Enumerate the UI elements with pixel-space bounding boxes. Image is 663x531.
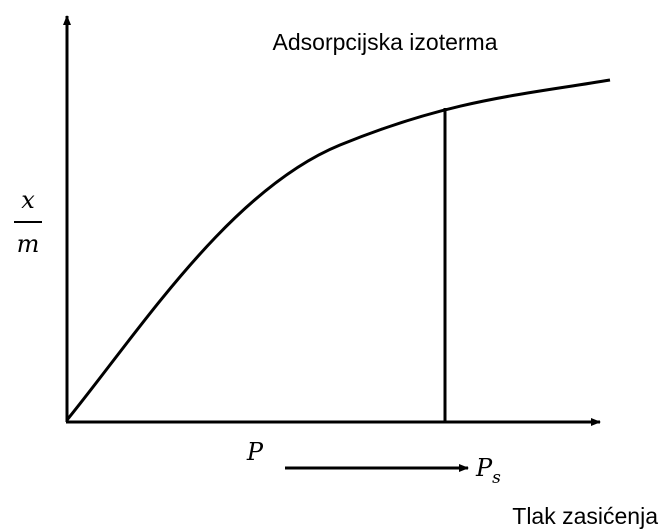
- saturation-subscript: s: [492, 468, 501, 488]
- saturation-label: Tlak zasićenja: [512, 503, 658, 529]
- x-label: P: [246, 438, 264, 466]
- saturation-symbol-main: P: [475, 454, 493, 482]
- y-label-numerator: x: [21, 186, 35, 214]
- title: Adsorpcijska izoterma: [273, 29, 498, 55]
- saturation-symbol: Ps: [475, 454, 501, 488]
- isotherm-curve: [65, 78, 611, 421]
- y-label-denominator: m: [17, 230, 40, 258]
